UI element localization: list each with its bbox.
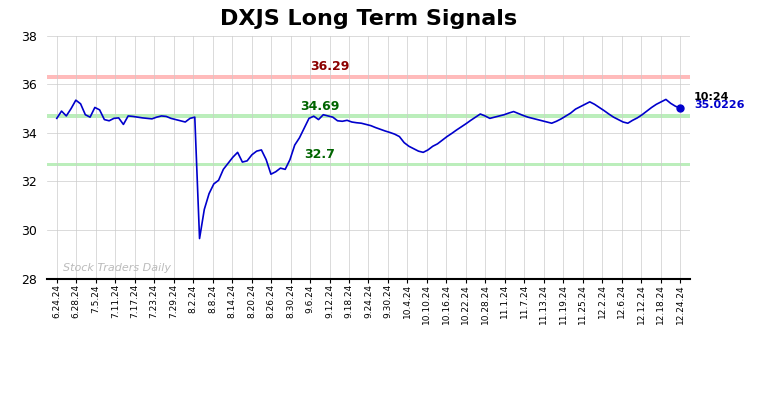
Point bbox=[674, 105, 687, 111]
Text: Stock Traders Daily: Stock Traders Daily bbox=[63, 263, 171, 273]
Text: 34.69: 34.69 bbox=[300, 100, 339, 113]
Text: 35.0226: 35.0226 bbox=[694, 100, 744, 109]
Text: 36.29: 36.29 bbox=[310, 60, 349, 73]
Text: 32.7: 32.7 bbox=[304, 148, 336, 162]
Bar bbox=[47, 75, 690, 79]
Bar bbox=[47, 163, 690, 166]
Text: 10:24: 10:24 bbox=[694, 92, 729, 102]
Title: DXJS Long Term Signals: DXJS Long Term Signals bbox=[220, 9, 517, 29]
Bar bbox=[47, 115, 690, 118]
